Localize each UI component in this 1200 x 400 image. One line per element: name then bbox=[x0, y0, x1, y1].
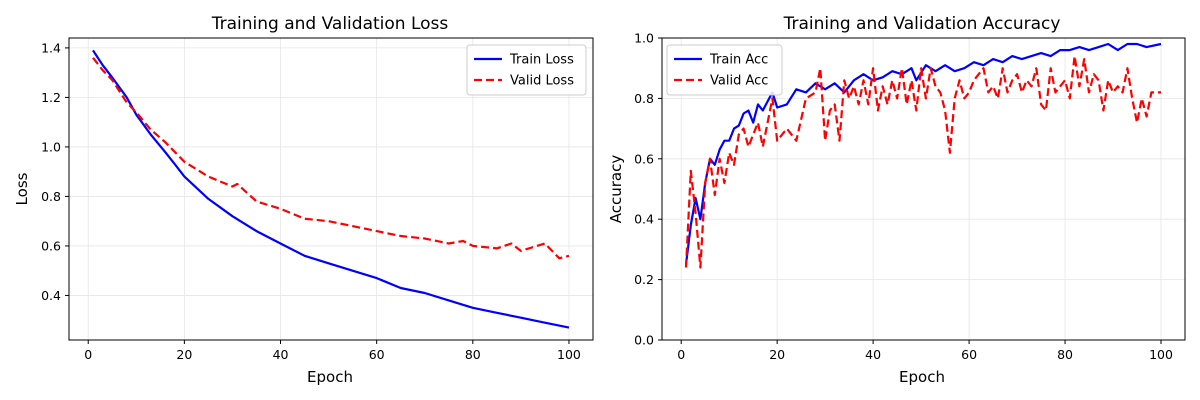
loss-legend-box bbox=[466, 44, 587, 96]
accuracy-chart: Training and Validation Accuracy Epoch A… bbox=[607, 14, 1186, 386]
accuracy-series-valid-line bbox=[684, 55, 1161, 269]
accuracy-legend-label: Train Acc bbox=[709, 53, 768, 68]
accuracy-series-train-line bbox=[684, 42, 1162, 265]
accuracy-x-tick-label: 40 bbox=[865, 347, 881, 362]
accuracy-legend: Train Acc Valid Acc bbox=[666, 44, 783, 96]
loss-x-axis-label: Epoch bbox=[307, 368, 353, 386]
loss-series-train-line bbox=[92, 49, 570, 329]
accuracy-y-tick-label: 0.4 bbox=[634, 212, 654, 227]
accuracy-axes-frame bbox=[661, 37, 1186, 341]
accuracy-chart-title: Training and Validation Accuracy bbox=[783, 14, 1061, 34]
loss-legend: Train Loss Valid Loss bbox=[466, 44, 587, 96]
accuracy-x-tick-label: 60 bbox=[961, 347, 977, 362]
accuracy-y-axis-label: Accuracy bbox=[607, 155, 625, 224]
loss-legend-label: Train Loss bbox=[509, 53, 574, 68]
loss-x-tick-label: 80 bbox=[465, 347, 481, 362]
accuracy-legend-box bbox=[666, 44, 783, 96]
accuracy-legend-label: Valid Acc bbox=[710, 74, 768, 89]
accuracy-y-tick-label: 0.8 bbox=[634, 91, 654, 106]
accuracy-x-tick-label: 80 bbox=[1057, 347, 1073, 362]
loss-chart: Training and Validation Loss Epoch Loss … bbox=[13, 14, 594, 386]
accuracy-y-tick-label: 1.0 bbox=[634, 31, 654, 46]
loss-y-tick-label: 0.4 bbox=[41, 288, 61, 303]
loss-x-tick-label: 40 bbox=[273, 347, 289, 362]
loss-axes-frame bbox=[68, 37, 594, 341]
accuracy-x-tick-label: 100 bbox=[1149, 347, 1173, 362]
accuracy-y-tick-label: 0.6 bbox=[634, 151, 654, 166]
loss-x-tick-label: 0 bbox=[84, 347, 92, 362]
loss-x-tick-label: 100 bbox=[557, 347, 581, 362]
loss-y-tick-label: 1.2 bbox=[41, 90, 61, 105]
loss-y-tick-label: 0.8 bbox=[41, 189, 61, 204]
loss-legend-label: Valid Loss bbox=[510, 74, 574, 89]
accuracy-x-tick-label: 0 bbox=[677, 347, 685, 362]
accuracy-y-tick-label: 0.2 bbox=[634, 272, 654, 287]
accuracy-x-tick-label: 20 bbox=[769, 347, 785, 362]
loss-y-tick-label: 0.6 bbox=[41, 238, 61, 253]
loss-y-tick-label: 1.0 bbox=[41, 139, 61, 154]
loss-x-tick-label: 60 bbox=[369, 347, 385, 362]
loss-y-axis-label: Loss bbox=[13, 172, 31, 205]
loss-y-tick-label: 1.4 bbox=[41, 40, 61, 55]
loss-chart-title: Training and Validation Loss bbox=[211, 14, 449, 34]
accuracy-y-tick-label: 0.0 bbox=[634, 333, 654, 348]
loss-x-tick-label: 20 bbox=[176, 347, 192, 362]
accuracy-x-axis-label: Epoch bbox=[899, 368, 945, 386]
